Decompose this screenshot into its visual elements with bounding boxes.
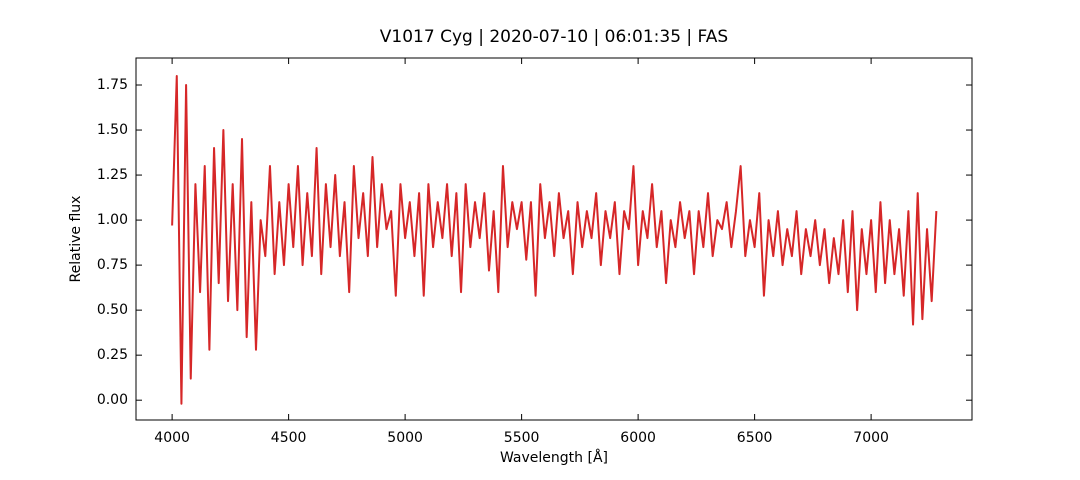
y-tick-label: 1.25 [97,167,128,183]
y-axis-label: Relative flux [68,196,84,283]
x-tick-label: 6500 [737,430,773,446]
y-tick-label: 0.75 [97,257,128,273]
plot-frame [135,57,973,421]
y-tick-label: 0.00 [97,392,128,408]
x-tick-label: 5000 [387,430,423,446]
y-tick-label: 0.50 [97,302,128,318]
spectrum-line [171,75,938,405]
y-tick-label: 0.25 [97,347,128,363]
y-tick-label: 1.00 [97,212,128,228]
x-axis-label: Wavelength [Å] [500,449,608,466]
y-tick-label: 1.50 [97,122,128,138]
y-tick-label: 1.75 [97,77,128,93]
x-tick-label: 6000 [620,430,656,446]
x-tick-label: 5500 [504,430,540,446]
x-tick-label: 4000 [154,430,190,446]
x-tick-label: 7000 [853,430,889,446]
x-tick-label: 4500 [271,430,307,446]
chart-title: V1017 Cyg | 2020-07-10 | 06:01:35 | FAS [380,27,728,47]
